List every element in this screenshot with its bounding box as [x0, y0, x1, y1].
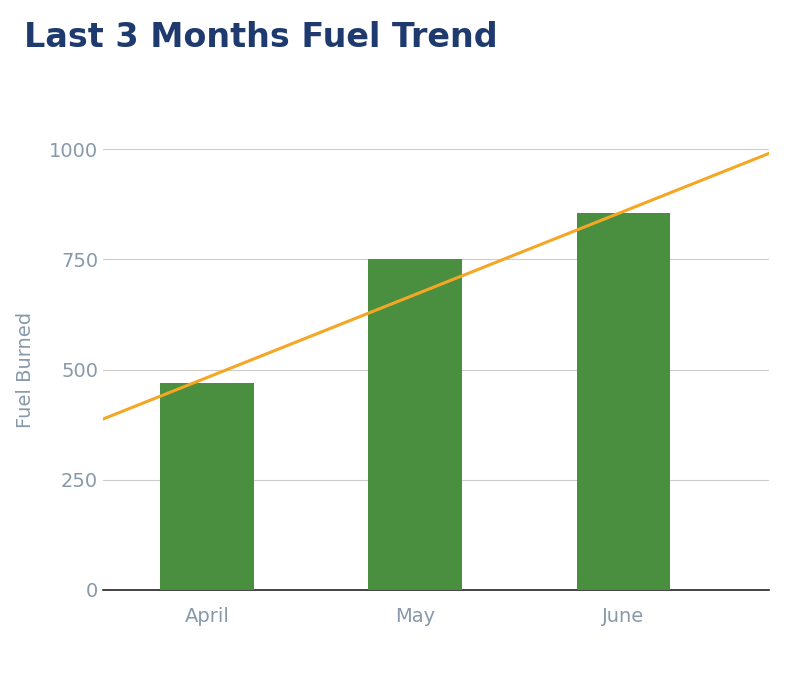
Y-axis label: Fuel Burned: Fuel Burned — [16, 311, 35, 428]
Bar — [160, 382, 254, 590]
Bar — [577, 213, 670, 590]
Bar — [369, 259, 462, 590]
Text: Last 3 Months Fuel Trend: Last 3 Months Fuel Trend — [24, 21, 497, 54]
